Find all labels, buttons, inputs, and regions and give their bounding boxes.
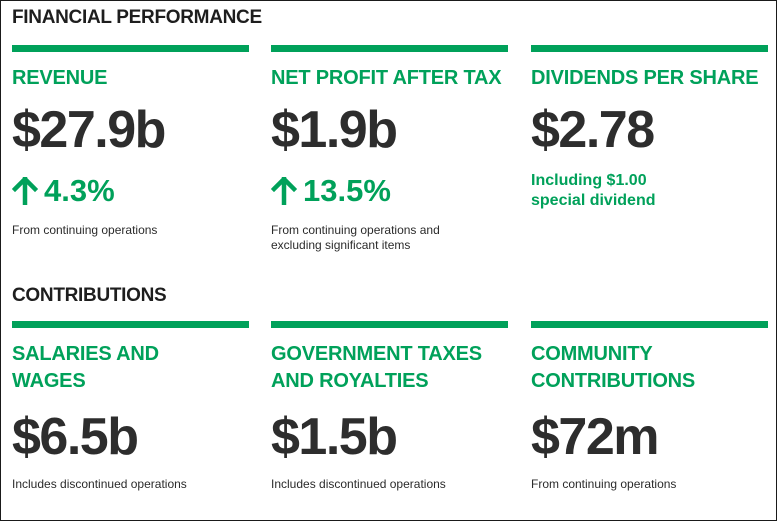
card-divider (12, 321, 249, 328)
dividend-subtext-line: special dividend (531, 192, 656, 209)
dividend-subtext: Including $1.00 special dividend (531, 171, 768, 211)
card-note-line: From continuing operations (12, 223, 158, 237)
card-label: NET PROFIT AFTER TAX (271, 67, 502, 89)
card-label-line: AND ROYALTIES (271, 370, 429, 392)
card-label-line: SALARIES AND (12, 343, 159, 365)
card-label-line: CONTRIBUTIONS (531, 370, 696, 392)
card-divider (271, 45, 508, 52)
card-note: Includes discontinued operations (271, 477, 446, 491)
card-value: $1.5b (271, 408, 398, 466)
card-note-line: From continuing operations and (271, 223, 440, 237)
card-divider (12, 45, 249, 52)
card-divider (531, 321, 768, 328)
card-net-profit-after-tax: NET PROFIT AFTER TAX $1.9b 13.5% From co… (271, 45, 508, 253)
card-community-contributions: COMMUNITY CONTRIBUTIONS $72m From contin… (531, 321, 768, 492)
card-label: COMMUNITY CONTRIBUTIONS (531, 341, 768, 395)
card-salaries-and-wages: SALARIES AND WAGES $6.5b Includes discon… (12, 321, 249, 492)
card-note: Includes discontinued operations (12, 477, 187, 491)
card-note: From continuing operations (531, 477, 677, 491)
card-label: GOVERNMENT TAXES AND ROYALTIES (271, 341, 508, 395)
card-revenue: REVENUE $27.9b 4.3% From continuing oper… (12, 45, 249, 238)
card-government-taxes-and-royalties: GOVERNMENT TAXES AND ROYALTIES $1.5b Inc… (271, 321, 508, 492)
change-indicator: 13.5% (271, 173, 508, 209)
dividend-subtext-line: Including $1.00 (531, 172, 647, 189)
card-note: From continuing operations and excluding… (271, 223, 508, 253)
card-value: $6.5b (12, 408, 139, 466)
change-indicator: 4.3% (12, 173, 249, 209)
card-divider (271, 321, 508, 328)
card-value: $72m (531, 408, 660, 466)
card-note-line: excluding significant items (271, 238, 411, 252)
change-value: 4.3% (44, 173, 115, 208)
card-label: SALARIES AND WAGES (12, 341, 249, 395)
card-note: From continuing operations (12, 223, 249, 238)
card-divider (531, 45, 768, 52)
card-value: $2.78 (531, 101, 655, 159)
card-dividends-per-share: DIVIDENDS PER SHARE $2.78 Including $1.0… (531, 45, 768, 211)
section-heading-financial-performance: FINANCIAL PERFORMANCE (12, 7, 262, 28)
change-value: 13.5% (303, 173, 391, 208)
card-label-line: GOVERNMENT TAXES (271, 343, 482, 365)
arrow-up-icon (12, 177, 38, 205)
card-value: $27.9b (12, 101, 166, 159)
card-label: DIVIDENDS PER SHARE (531, 67, 759, 89)
card-value: $1.9b (271, 101, 398, 159)
card-label-line: WAGES (12, 370, 86, 392)
card-label-line: COMMUNITY (531, 343, 653, 365)
arrow-up-icon (271, 177, 297, 205)
card-label: REVENUE (12, 67, 108, 89)
section-heading-contributions: CONTRIBUTIONS (12, 285, 167, 306)
